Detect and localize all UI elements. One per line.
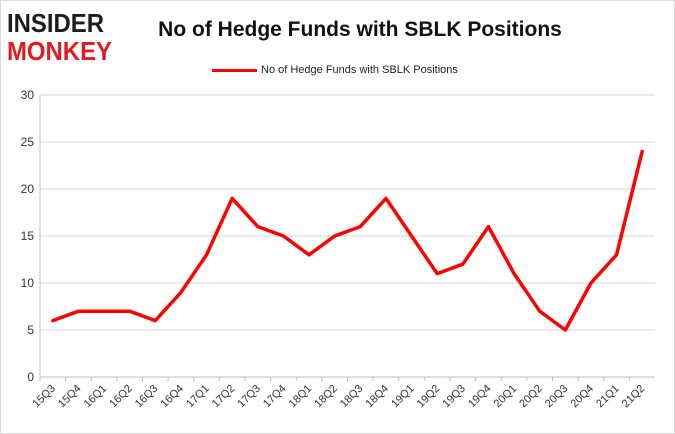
data-point	[384, 196, 388, 200]
data-point	[538, 309, 542, 313]
data-point	[640, 149, 644, 153]
x-tick-label: 18Q4	[364, 383, 392, 411]
data-point	[179, 290, 183, 294]
y-tick-label: 10	[21, 276, 35, 290]
grid-lines	[40, 94, 655, 378]
y-axis-ticks: 0 5 10 15 20 25 30	[21, 88, 35, 384]
x-tick-label: 19Q1	[389, 383, 417, 411]
x-tick-label: 18Q3	[338, 383, 366, 411]
data-point	[153, 319, 157, 323]
x-tick-label: 21Q2	[620, 383, 648, 411]
x-tick-label: 20Q3	[543, 383, 571, 411]
data-point	[615, 253, 619, 257]
data-point	[333, 234, 337, 238]
x-tick-label: 19Q2	[415, 383, 443, 411]
data-point	[256, 225, 260, 229]
data-point	[486, 225, 490, 229]
data-point	[205, 253, 209, 257]
legend-label: No of Hedge Funds with SBLK Positions	[261, 64, 458, 76]
data-point	[76, 309, 80, 313]
x-tick-label: 17Q1	[184, 383, 212, 411]
x-tick-label: 16Q2	[107, 383, 135, 411]
x-tick-label: 17Q4	[261, 383, 289, 411]
data-point	[512, 272, 516, 276]
data-point	[230, 196, 234, 200]
x-tick-label: 18Q2	[312, 383, 340, 411]
x-tick-label: 20Q1	[492, 383, 520, 411]
x-tick-label: 15Q3	[30, 383, 58, 411]
y-tick-label: 5	[27, 323, 34, 337]
series-line-0	[51, 149, 644, 332]
x-tick-label: 16Q3	[133, 383, 161, 411]
data-point	[358, 225, 362, 229]
y-tick-label: 0	[27, 370, 34, 384]
chart-legend: No of Hedge Funds with SBLK Positions	[212, 62, 458, 78]
data-point	[589, 281, 593, 285]
y-tick-label: 25	[21, 135, 35, 149]
chart-title: No of Hedge Funds with SBLK Positions	[158, 18, 562, 41]
series-group	[51, 149, 644, 332]
logo-line-2: MONKEY	[7, 36, 112, 66]
x-tick-label: 18Q1	[287, 383, 315, 411]
data-point	[461, 262, 465, 266]
x-tick-label: 19Q3	[440, 383, 468, 411]
data-point	[307, 253, 311, 257]
data-point	[102, 309, 106, 313]
x-tick-label: 17Q2	[210, 383, 238, 411]
x-axis-ticks: 15Q315Q416Q116Q216Q316Q417Q117Q217Q317Q4…	[30, 377, 647, 410]
data-point	[281, 234, 285, 238]
x-tick-label: 16Q4	[159, 383, 187, 411]
y-tick-label: 15	[21, 229, 35, 243]
data-point	[128, 309, 132, 313]
y-tick-label: 20	[21, 182, 35, 196]
x-tick-label: 20Q2	[517, 383, 545, 411]
x-tick-label: 21Q1	[594, 383, 622, 411]
data-point	[435, 272, 439, 276]
legend-swatch	[212, 68, 257, 72]
logo-line-1: INSIDER	[7, 8, 105, 38]
x-tick-label: 15Q4	[56, 383, 84, 411]
x-tick-label: 16Q1	[82, 383, 110, 411]
x-tick-label: 17Q3	[235, 383, 263, 411]
data-point	[51, 319, 55, 323]
x-tick-label: 20Q4	[569, 383, 597, 411]
insider-monkey-logo: INSIDER MONKEY	[7, 10, 127, 66]
data-point	[563, 328, 567, 332]
y-tick-label: 30	[21, 88, 35, 102]
x-tick-label: 19Q4	[466, 383, 494, 411]
data-point	[410, 234, 414, 238]
